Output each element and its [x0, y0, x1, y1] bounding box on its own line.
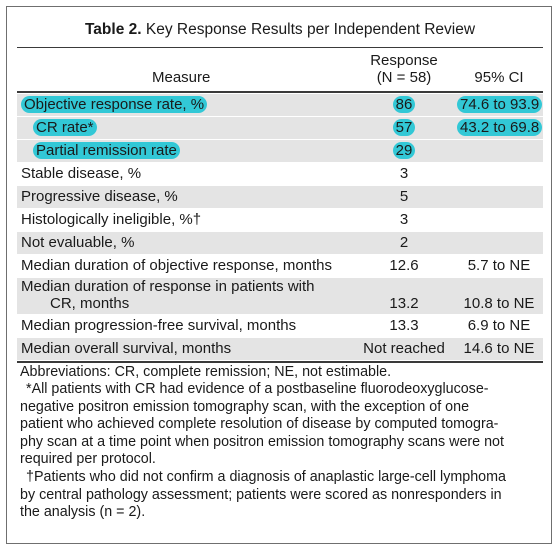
row-measure: Median duration of objective response, m…: [21, 257, 333, 274]
footnote-line: by central pathology assessment; patient…: [20, 486, 502, 503]
table-row: Median duration of objective response, m…: [17, 255, 543, 277]
bottom-rule: [17, 361, 543, 363]
header-ci: 95% CI: [474, 69, 524, 86]
header-rule: [17, 91, 543, 93]
row-measure: Progressive disease, %: [21, 188, 178, 205]
row-response: 86: [392, 96, 416, 113]
row-measure: Histologically ineligible, %†: [21, 211, 202, 228]
table-row: Median progression-free survival, months…: [17, 315, 543, 337]
table-caption: Key Response Results per Independent Rev…: [141, 21, 476, 38]
footnote-line: *All patients with CR had evidence of a …: [26, 381, 489, 397]
row-response: 5: [399, 188, 409, 205]
footnote-line: required per protocol.: [20, 451, 156, 467]
row-measure: Partial remission rate: [33, 142, 180, 159]
table-row: Progressive disease, % 5: [17, 186, 543, 208]
row-measure: Median progression-free survival, months: [21, 317, 297, 334]
header-response-line2: (N = 58): [376, 69, 432, 86]
table-row: Partial remission rate 29: [17, 140, 543, 162]
row-ci: 6.9 to NE: [467, 317, 531, 334]
table-row: Histologically ineligible, %† 3: [17, 209, 543, 231]
row-response: 13.3: [389, 317, 419, 334]
footnote-abbreviations: Abbreviations: CR, complete remission; N…: [20, 364, 392, 380]
row-measure-line2: CR, months: [50, 295, 130, 312]
footnote-line: the analysis (n = 2).: [20, 504, 146, 520]
table-row: Stable disease, % 3: [17, 163, 543, 185]
row-ci: 14.6 to NE: [463, 340, 535, 357]
table-row: Median duration of response in patients …: [17, 278, 543, 314]
footnote-line: patient who achieved complete resolution…: [20, 416, 499, 432]
table-label: Table 2.: [84, 21, 142, 38]
row-response: 57: [392, 119, 416, 136]
footnote-line: †Patients who did not confirm a diagnosi…: [26, 469, 506, 485]
row-response: 2: [399, 234, 409, 251]
row-measure: Not evaluable, %: [21, 234, 135, 251]
header-response-line1: Response: [370, 52, 438, 69]
table-row: CR rate* 57 43.2 to 69.8: [17, 117, 543, 139]
footnote-line: negative positron emission tomography sc…: [20, 398, 470, 415]
row-response: 13.2: [389, 295, 419, 312]
table-row: Median overall survival, months Not reac…: [17, 338, 543, 360]
row-measure: CR rate*: [33, 119, 97, 136]
table-row: Not evaluable, % 2: [17, 232, 543, 254]
row-response: 29: [392, 142, 416, 159]
row-ci: 5.7 to NE: [467, 257, 531, 274]
row-ci: 74.6 to 93.9: [457, 96, 543, 113]
top-rule: [17, 47, 543, 48]
table-frame: Table 2. Key Response Results per Indepe…: [6, 6, 552, 544]
row-measure-line1: Median duration of response in patients …: [21, 278, 315, 295]
row-measure: Stable disease, %: [21, 165, 142, 182]
row-response: 3: [399, 165, 409, 182]
row-ci: 43.2 to 69.8: [457, 119, 543, 136]
row-response: Not reached: [363, 340, 445, 357]
row-measure: Median overall survival, months: [21, 340, 232, 357]
footnote-dagger: †Patients who did not confirm a diagnosi…: [20, 469, 548, 522]
row-response: 12.6: [389, 257, 419, 274]
table-row: Objective response rate, % 86 74.6 to 93…: [17, 94, 543, 116]
row-measure: Objective response rate, %: [21, 96, 208, 113]
footnote-star: *All patients with CR had evidence of a …: [20, 381, 548, 469]
header-measure: Measure: [152, 69, 211, 86]
table-title: Table 2. Key Response Results per Indepe…: [7, 21, 553, 39]
row-ci: 10.8 to NE: [463, 295, 535, 312]
footnote-line: phy scan at a time point when positron e…: [20, 433, 504, 450]
row-response: 3: [399, 211, 409, 228]
